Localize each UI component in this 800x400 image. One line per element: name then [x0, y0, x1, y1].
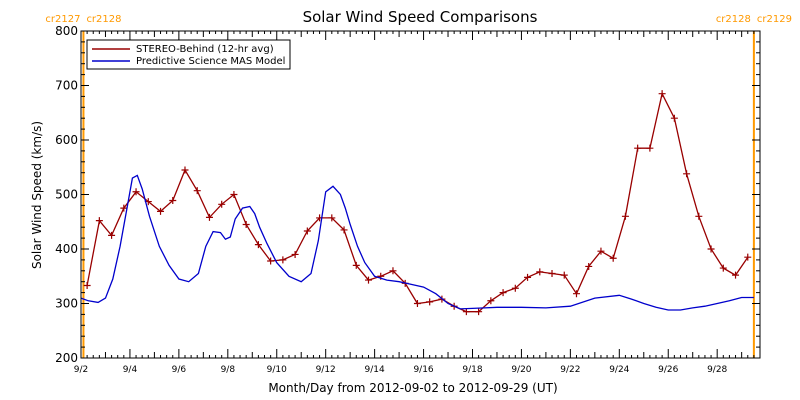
carrington-label-right: cr2128: [86, 14, 121, 25]
data-point: [634, 144, 642, 152]
chart-title: Solar Wind Speed Comparisons: [303, 8, 538, 26]
legend-label-model: Predictive Science MAS Model: [136, 56, 285, 67]
x-tick-label: 9/6: [172, 365, 187, 375]
data-point: [205, 213, 213, 221]
data-point: [83, 282, 91, 290]
y-tick-label: 500: [55, 188, 78, 202]
x-tick-label: 9/22: [560, 365, 580, 375]
y-tick-label: 600: [55, 133, 78, 147]
data-point: [181, 166, 189, 174]
x-tick-label: 9/18: [462, 365, 482, 375]
legend: STEREO-Behind (12-hr avg) Predictive Sci…: [86, 39, 291, 70]
y-tick-label: 800: [55, 24, 78, 38]
data-point: [585, 262, 593, 270]
data-point: [683, 170, 691, 178]
x-tick-label: 9/8: [221, 365, 236, 375]
data-point: [475, 308, 483, 316]
data-point: [732, 271, 740, 279]
x-tick-label: 9/2: [74, 365, 88, 375]
series-layer: [80, 90, 754, 316]
x-axis: 9/2 9/4 9/6 9/8 9/10 9/12 9/14 9/16 9/18 9/20 9/22…: [74, 31, 761, 375]
data-point: [462, 308, 470, 316]
series-line-1: [80, 174, 754, 311]
y-axis: 200 300 400 500 600 700 800: [55, 24, 760, 365]
data-point: [389, 267, 397, 275]
data-point: [426, 298, 434, 306]
data-point: [365, 276, 373, 284]
legend-label-stereo: STEREO-Behind (12-hr avg): [136, 44, 274, 55]
data-point: [536, 268, 544, 276]
data-point: [548, 270, 556, 278]
data-point: [340, 226, 348, 234]
y-tick-label: 300: [55, 297, 78, 311]
data-point: [108, 231, 116, 239]
x-tick-label: 9/14: [365, 365, 385, 375]
x-tick-label: 9/26: [658, 365, 678, 375]
data-point: [658, 90, 666, 98]
carrington-label-right: cr2129: [757, 14, 792, 25]
data-point: [707, 245, 715, 253]
data-point: [597, 247, 605, 255]
data-point: [303, 227, 311, 235]
data-point: [120, 204, 128, 212]
data-point: [157, 207, 165, 215]
data-point: [499, 289, 507, 297]
data-point: [169, 196, 177, 204]
data-point: [291, 250, 299, 258]
legend-box: [86, 39, 291, 70]
data-point: [487, 297, 495, 305]
carrington-label-left: cr2127: [45, 14, 80, 25]
data-point: [572, 290, 580, 298]
data-point: [230, 191, 238, 198]
y-tick-label: 200: [55, 351, 78, 365]
x-tick-label: 9/24: [609, 365, 629, 375]
data-point: [413, 300, 421, 307]
data-point: [511, 284, 519, 292]
data-point: [132, 188, 140, 196]
x-tick-label: 9/16: [413, 365, 433, 375]
data-point: [560, 271, 568, 279]
data-point: [646, 144, 654, 152]
y-axis-label: Solar Wind Speed (km/s): [30, 121, 44, 269]
data-point: [524, 273, 532, 281]
data-point: [609, 254, 617, 262]
data-point: [670, 114, 678, 122]
carrington-label-left: cr2128: [716, 14, 751, 25]
y-tick-label: 400: [55, 242, 78, 256]
data-point: [719, 264, 727, 272]
data-point: [279, 256, 287, 264]
data-point: [267, 257, 275, 265]
x-axis-label: Month/Day from 2012-09-02 to 2012-09-29 …: [268, 381, 557, 395]
data-point: [242, 220, 250, 228]
data-point: [328, 214, 336, 222]
x-tick-label: 9/10: [267, 365, 287, 375]
x-tick-label: 9/20: [511, 365, 531, 375]
y-tick-label: 700: [55, 79, 78, 93]
data-point: [621, 212, 629, 220]
data-point: [95, 217, 103, 225]
x-tick-label: 9/12: [316, 365, 336, 375]
data-point: [193, 187, 201, 195]
data-point: [744, 253, 752, 261]
data-point: [218, 200, 226, 208]
data-point: [352, 261, 360, 269]
x-tick-label: 9/4: [123, 365, 138, 375]
data-point: [254, 241, 262, 249]
x-tick-label: 9/28: [707, 365, 727, 375]
data-point: [695, 212, 703, 220]
